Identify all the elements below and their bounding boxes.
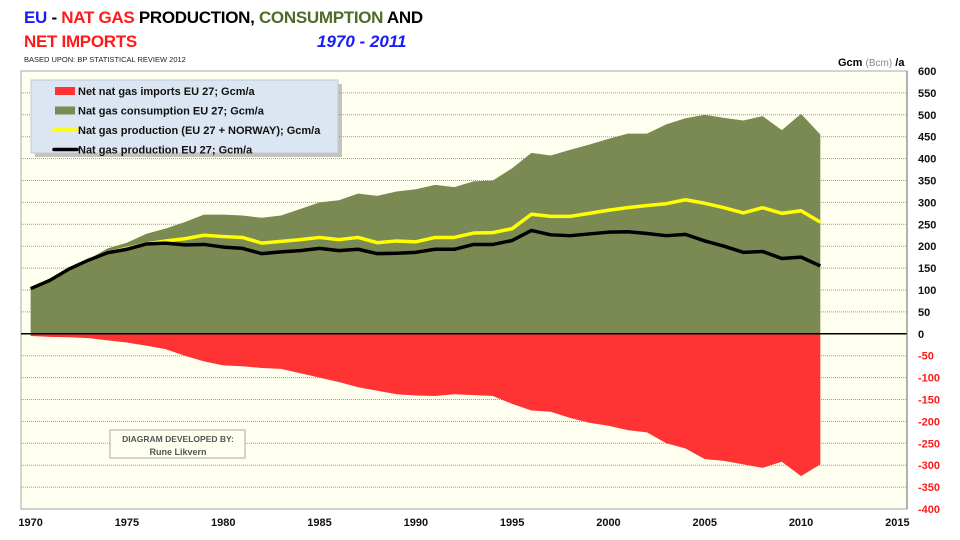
y-tick-label: 300	[918, 197, 936, 209]
legend: Net nat gas imports EU 27; Gcm/a Nat gas …	[30, 79, 342, 157]
y-tick-label: -50	[918, 351, 934, 363]
y-tick-label: 0	[918, 329, 924, 341]
x-tick-label: 1975	[115, 517, 139, 529]
y-tick-label: 250	[918, 219, 936, 231]
x-tick-label: 2005	[693, 517, 717, 529]
y-tick-label: 150	[918, 263, 936, 275]
y-tick-label: 100	[918, 285, 936, 297]
title-segment: AND	[383, 8, 423, 27]
y-tick-label: -150	[918, 395, 940, 407]
legend-label: Nat gas production EU 27; Gcm/a	[78, 145, 253, 157]
x-tick-label: 1990	[404, 517, 428, 529]
y-tick-label: 400	[918, 154, 936, 166]
line-series-prod_norway	[29, 198, 822, 291]
title-segment: EU	[24, 8, 48, 27]
y-tick-label: -300	[918, 460, 940, 472]
title-segment: -	[47, 8, 62, 27]
area-series-imports	[30, 333, 821, 477]
y-tick-label: 50	[918, 307, 930, 319]
x-tick-label: 1970	[18, 517, 42, 529]
line-series-prod_eu	[29, 228, 822, 291]
x-tick-label: 2015	[885, 517, 909, 529]
y-tick-label: 200	[918, 241, 936, 253]
y-axis-label: Gcm (Bcm) /a	[838, 57, 905, 69]
x-tick-label: 2000	[596, 517, 620, 529]
x-tick-label: 1985	[307, 517, 331, 529]
y-tick-label: 450	[918, 132, 936, 144]
title-segment: PRODUCTION,	[134, 8, 259, 27]
legend-swatch	[55, 87, 75, 95]
y-tick-label: -100	[918, 373, 940, 385]
y-tick-label: -400	[918, 504, 940, 516]
y-tick-label: -350	[918, 482, 940, 494]
chart-subtitle: BASED UPON: BP STATISTICAL REVIEW 2012	[24, 55, 186, 64]
legend-label: Nat gas production (EU 27 + NORWAY); Gcm…	[78, 125, 321, 137]
y-tick-label: 550	[918, 88, 936, 100]
x-tick-label: 1995	[500, 517, 524, 529]
title-segment: NAT GAS	[61, 8, 135, 27]
legend-swatch	[55, 106, 75, 115]
y-tick-label: 350	[918, 176, 936, 188]
y-tick-label: -200	[918, 416, 940, 428]
y-tick-label: 600	[918, 66, 936, 78]
title-segment: CONSUMPTION	[258, 8, 384, 27]
credit-line1: DIAGRAM DEVELOPED BY:	[122, 434, 234, 444]
y-tick-label: -250	[918, 438, 940, 450]
credit-line2: Rune Likvern	[149, 447, 206, 457]
legend-label: Net nat gas imports EU 27; Gcm/a	[78, 86, 256, 98]
credit-box: DIAGRAM DEVELOPED BY: Rune Likvern	[109, 429, 246, 459]
area-series-consumption	[30, 113, 821, 334]
x-tick-label: 1980	[211, 517, 235, 529]
x-tick-label: 2010	[789, 517, 813, 529]
y-tick-label: 500	[918, 110, 936, 122]
chart-period: 1970 - 2011	[317, 32, 407, 51]
chart-title-line2: NET IMPORTS	[24, 32, 137, 51]
chart-title-line1: EU - NAT GAS PRODUCTION, CONSUMPTION AND	[24, 8, 423, 28]
legend-label: Nat gas consumption EU 27; Gcm/a	[78, 106, 265, 118]
